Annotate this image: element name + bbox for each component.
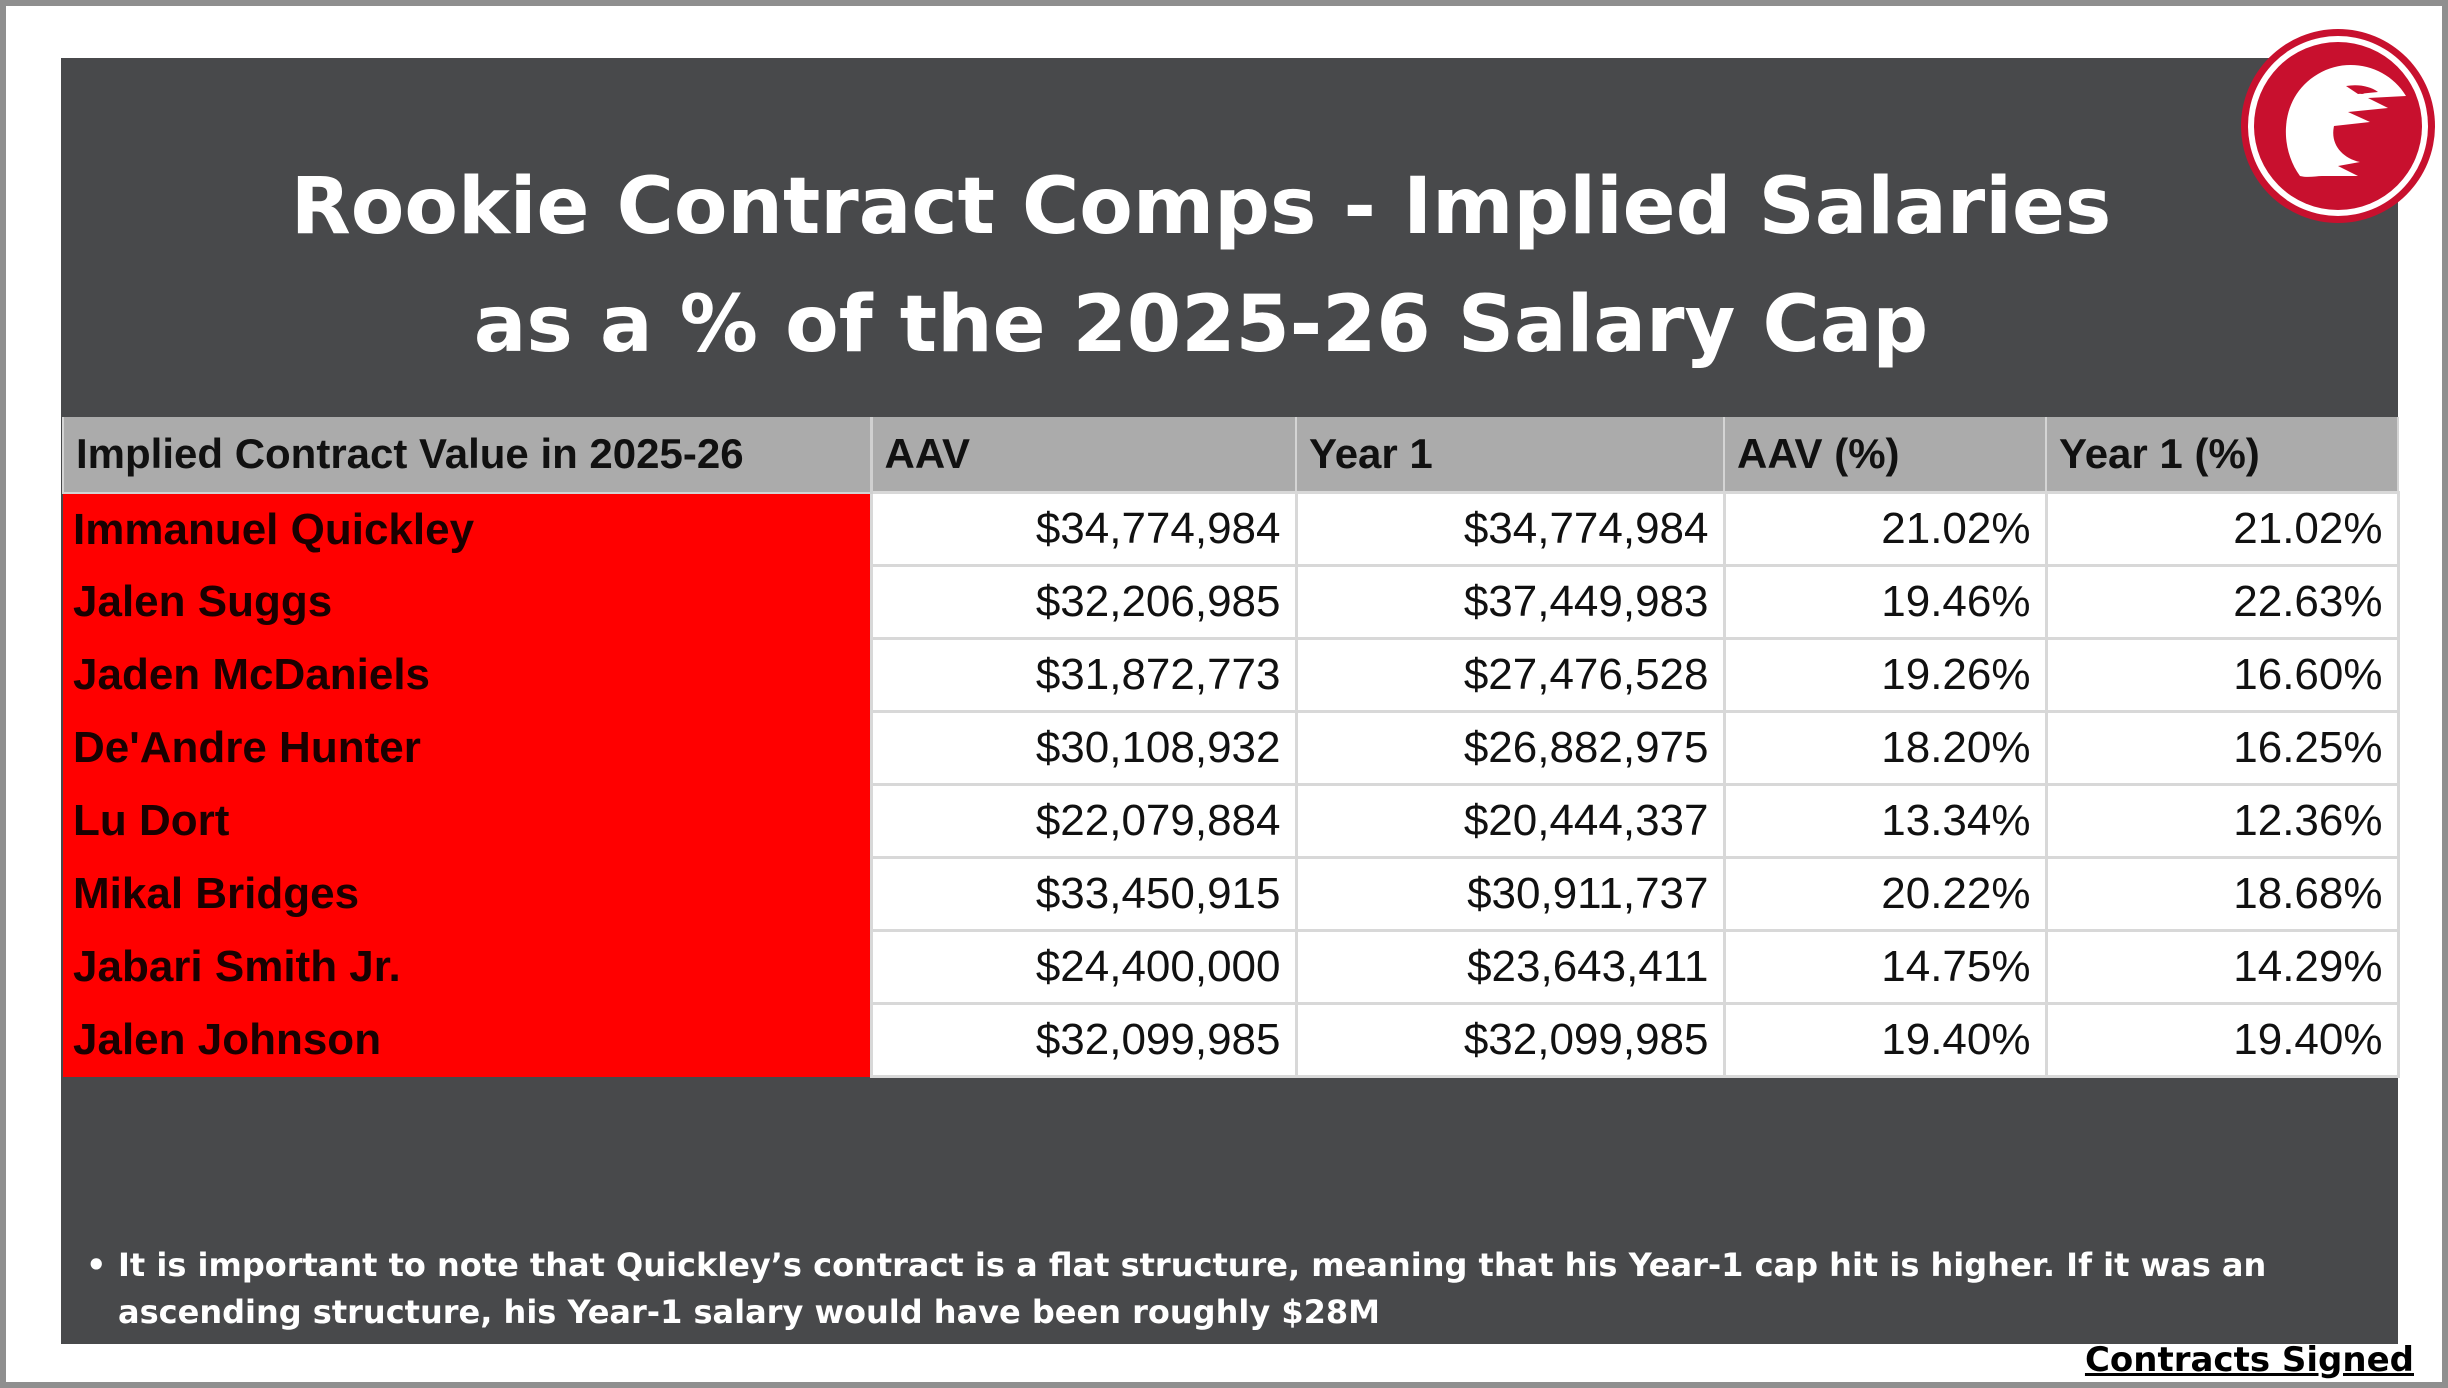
- footnote-text: It is important to note that Quickley’s …: [118, 1246, 2267, 1331]
- header-player: Implied Contract Value in 2025-26: [62, 417, 873, 494]
- header-year1-pct: Year 1 (%): [2045, 417, 2399, 494]
- table-row: Jabari Smith Jr. $24,400,000 $23,643,411…: [63, 929, 2400, 1005]
- player-name: Jalen Suggs: [63, 565, 873, 639]
- aav-pct-value: 19.46%: [1722, 564, 2048, 640]
- aav-value: $24,400,000: [869, 929, 1298, 1005]
- header-year1: Year 1: [1295, 417, 1725, 494]
- bullet-icon: •: [86, 1246, 107, 1284]
- year1-pct-value: 16.60%: [2044, 637, 2400, 713]
- year1-value: $37,449,983: [1294, 564, 1726, 640]
- table-row: Immanuel Quickley $34,774,984 $34,774,98…: [63, 491, 2400, 567]
- aav-value: $22,079,884: [869, 783, 1298, 859]
- player-name: Lu Dort: [63, 784, 873, 858]
- year1-value: $34,774,984: [1294, 491, 1726, 567]
- aav-value: $32,206,985: [869, 564, 1298, 640]
- aav-pct-value: 18.20%: [1722, 710, 2048, 786]
- header-aav-pct: AAV (%): [1723, 417, 2047, 494]
- year1-pct-value: 19.40%: [2044, 1002, 2400, 1078]
- table-row: Jalen Johnson $32,099,985 $32,099,985 19…: [63, 1002, 2400, 1078]
- aav-pct-value: 14.75%: [1722, 929, 2048, 1005]
- year1-pct-value: 16.25%: [2044, 710, 2400, 786]
- aav-pct-value: 19.26%: [1722, 637, 2048, 713]
- player-name: Jalen Johnson: [63, 1003, 873, 1077]
- atlanta-hawks-logo-icon: [2241, 29, 2435, 223]
- player-name: De'Andre Hunter: [63, 711, 873, 785]
- year1-pct-value: 14.29%: [2044, 929, 2400, 1005]
- table-row: Jaden McDaniels $31,872,773 $27,476,528 …: [63, 637, 2400, 713]
- year1-value: $23,643,411: [1294, 929, 1726, 1005]
- aav-pct-value: 19.40%: [1722, 1002, 2048, 1078]
- year1-pct-value: 22.63%: [2044, 564, 2400, 640]
- player-name: Jabari Smith Jr.: [63, 930, 873, 1004]
- table-header-row: Implied Contract Value in 2025-26 AAV Ye…: [62, 417, 2399, 494]
- table-row: Mikal Bridges $33,450,915 $30,911,737 20…: [63, 856, 2400, 932]
- aav-value: $34,774,984: [869, 491, 1298, 567]
- year1-pct-value: 12.36%: [2044, 783, 2400, 859]
- player-name: Mikal Bridges: [63, 857, 873, 931]
- contracts-signed-link[interactable]: Contracts Signed: [2084, 1340, 2414, 1380]
- aav-value: $33,450,915: [869, 856, 1298, 932]
- player-name: Immanuel Quickley: [63, 492, 873, 566]
- year1-value: $26,882,975: [1294, 710, 1726, 786]
- table-row: Lu Dort $22,079,884 $20,444,337 13.34% 1…: [63, 783, 2400, 859]
- year1-pct-value: 21.02%: [2044, 491, 2400, 567]
- aav-pct-value: 21.02%: [1722, 491, 2048, 567]
- year1-value: $27,476,528: [1294, 637, 1726, 713]
- aav-pct-value: 13.34%: [1722, 783, 2048, 859]
- header-aav: AAV: [870, 417, 1297, 494]
- slide-frame: Rookie Contract Comps - Implied Salaries…: [6, 6, 2442, 1382]
- year1-value: $20,444,337: [1294, 783, 1726, 859]
- title-line-1: Rookie Contract Comps - Implied Salaries: [290, 162, 2112, 252]
- title-line-2: as a % of the 2025-26 Salary Cap: [473, 280, 1929, 370]
- aav-value: $31,872,773: [869, 637, 1298, 713]
- aav-pct-value: 20.22%: [1722, 856, 2048, 932]
- table-row: De'Andre Hunter $30,108,932 $26,882,975 …: [63, 710, 2400, 786]
- aav-value: $30,108,932: [869, 710, 1298, 786]
- table-row: Jalen Suggs $32,206,985 $37,449,983 19.4…: [63, 564, 2400, 640]
- aav-value: $32,099,985: [869, 1002, 1298, 1078]
- year1-value: $30,911,737: [1294, 856, 1726, 932]
- contracts-table: Implied Contract Value in 2025-26 AAV Ye…: [62, 417, 2400, 1078]
- page-title: Rookie Contract Comps - Implied Salaries…: [61, 148, 2341, 384]
- player-name: Jaden McDaniels: [63, 638, 873, 712]
- year1-pct-value: 18.68%: [2044, 856, 2400, 932]
- footnote: • It is important to note that Quickley’…: [86, 1242, 2386, 1336]
- year1-value: $32,099,985: [1294, 1002, 1726, 1078]
